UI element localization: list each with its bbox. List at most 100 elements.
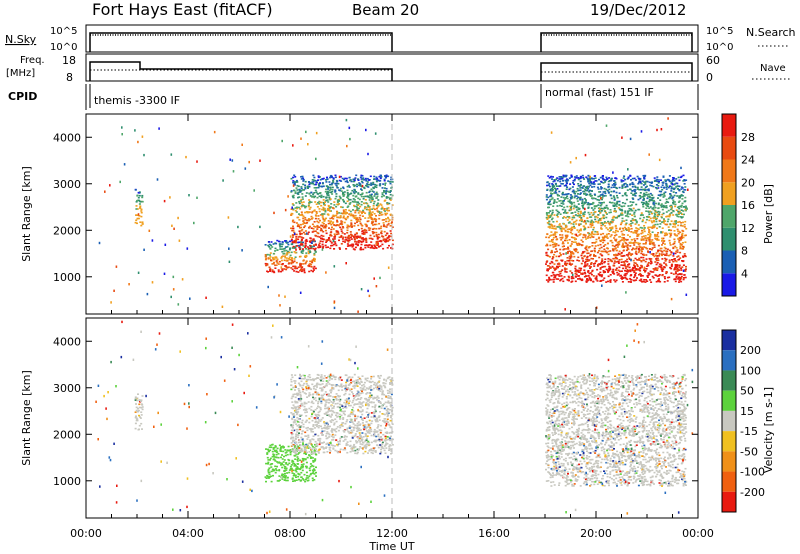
data-cell xyxy=(650,262,653,264)
data-cell xyxy=(328,239,331,241)
data-cell xyxy=(587,211,590,214)
data-cell xyxy=(390,222,393,225)
noise-cell xyxy=(295,248,297,251)
data-cell xyxy=(299,223,302,226)
data-cell xyxy=(669,208,672,211)
data-cell xyxy=(330,228,333,231)
data-cell xyxy=(553,199,556,202)
data-cell xyxy=(369,247,372,249)
data-cell xyxy=(631,194,634,196)
data-cell xyxy=(303,401,306,404)
noise-cell xyxy=(137,140,139,144)
data-cell xyxy=(304,218,307,221)
data-cell xyxy=(300,232,303,235)
data-cell xyxy=(305,380,308,383)
data-cell xyxy=(362,231,365,234)
data-cell xyxy=(296,466,299,468)
data-cell xyxy=(363,202,366,205)
data-cell xyxy=(288,462,291,465)
data-cell xyxy=(361,175,364,177)
data-cell xyxy=(294,464,296,466)
data-cell xyxy=(320,229,323,232)
data-cell xyxy=(673,183,676,186)
data-cell xyxy=(642,205,645,208)
data-cell xyxy=(674,267,676,269)
data-cell xyxy=(643,230,646,233)
data-cell xyxy=(383,449,386,452)
data-cell xyxy=(546,214,549,217)
noise-cell xyxy=(109,184,111,187)
data-cell xyxy=(613,262,616,264)
data-cell xyxy=(675,222,677,225)
data-cell xyxy=(301,238,303,241)
data-cell xyxy=(665,184,668,186)
data-cell xyxy=(649,184,652,187)
data-cell xyxy=(613,207,616,210)
data-cell xyxy=(609,279,612,281)
data-cell xyxy=(312,396,314,399)
data-cell xyxy=(283,455,285,458)
data-cell xyxy=(137,196,140,199)
data-cell xyxy=(602,245,605,247)
data-cell xyxy=(589,267,591,269)
data-cell xyxy=(340,424,343,426)
data-cell xyxy=(276,480,279,482)
data-cell xyxy=(317,183,320,185)
data-cell xyxy=(292,440,294,443)
data-cell xyxy=(327,375,330,378)
data-cell xyxy=(307,248,310,251)
data-cell xyxy=(625,219,628,221)
data-cell xyxy=(281,474,283,477)
data-cell xyxy=(597,244,600,247)
data-cell xyxy=(685,227,688,230)
data-cell xyxy=(664,260,667,262)
data-cell xyxy=(348,199,351,201)
data-cell xyxy=(348,176,351,179)
data-cell xyxy=(311,445,314,448)
data-cell xyxy=(294,256,297,258)
data-cell xyxy=(339,437,342,440)
data-cell xyxy=(679,196,681,198)
data-cell xyxy=(548,256,551,258)
data-cell xyxy=(547,236,550,239)
data-cell xyxy=(331,193,334,195)
data-cell xyxy=(372,416,375,419)
data-cell xyxy=(286,476,289,479)
data-cell xyxy=(139,201,142,203)
data-cell xyxy=(292,180,295,182)
data-cell xyxy=(640,256,643,259)
data-cell xyxy=(579,192,582,194)
data-cell xyxy=(305,477,308,479)
data-cell xyxy=(358,229,360,231)
data-cell xyxy=(302,444,305,446)
data-cell xyxy=(385,197,388,199)
data-cell xyxy=(296,189,299,191)
data-cell xyxy=(572,260,575,262)
data-cell xyxy=(651,239,654,241)
data-cell xyxy=(360,203,363,206)
data-cell xyxy=(658,280,661,283)
data-cell xyxy=(368,215,371,218)
data-cell xyxy=(314,453,317,455)
data-cell xyxy=(575,223,578,225)
data-cell xyxy=(680,280,683,283)
data-cell xyxy=(553,227,556,230)
data-cell xyxy=(384,420,387,423)
data-cell xyxy=(350,192,353,195)
data-cell xyxy=(622,246,625,248)
data-cell xyxy=(291,268,294,271)
data-cell xyxy=(275,469,278,472)
data-cell xyxy=(589,254,591,257)
data-cell xyxy=(325,181,328,183)
data-cell xyxy=(304,184,307,187)
noise-cell xyxy=(141,135,144,138)
data-cell xyxy=(343,193,346,196)
data-cell xyxy=(583,190,586,193)
data-cell xyxy=(591,245,594,247)
data-cell xyxy=(678,205,681,208)
noise-cell xyxy=(672,252,675,255)
noise-cell xyxy=(629,137,632,141)
data-cell xyxy=(288,471,291,474)
data-cell xyxy=(668,239,671,242)
data-cell xyxy=(336,186,339,189)
